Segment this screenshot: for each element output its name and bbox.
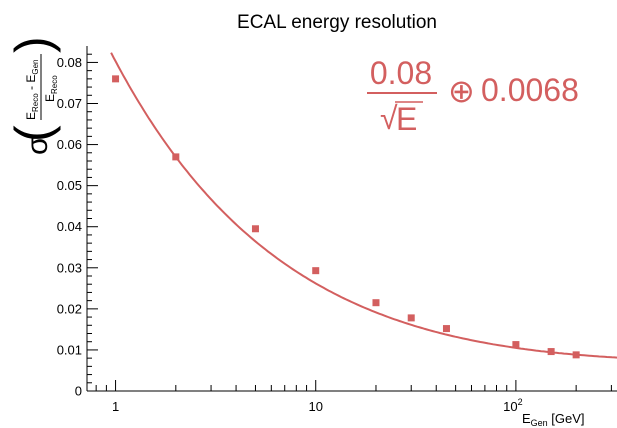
fit-curve-layer <box>110 52 617 359</box>
formula-constant: 0.0068 <box>481 72 579 108</box>
y-tick-label: 0.01 <box>57 342 82 357</box>
y-tick-label: 0.02 <box>57 301 82 316</box>
y-label-sigma: σ <box>21 136 54 155</box>
y-label-num-sub2: Gen <box>31 60 40 75</box>
data-point <box>372 299 380 307</box>
y-label-num-sub1: Reco <box>31 93 40 112</box>
y-tick-label: 0.04 <box>57 219 82 234</box>
y-label-den-main: E <box>43 94 57 102</box>
x-label-unit: [GeV] <box>548 411 585 426</box>
y-label-denominator: EReco <box>43 75 59 102</box>
formula-sqrt-symbol: √ <box>380 100 398 136</box>
formula-oplus: ⊕ <box>448 73 475 109</box>
y-label-paren-close: ) <box>5 36 61 53</box>
x-tick-label: 10 <box>308 399 322 414</box>
data-point <box>547 348 555 356</box>
x-label-main: E <box>522 411 531 426</box>
data-point <box>442 325 450 333</box>
axes: 0 0.01 0.02 0.03 0.04 0.05 0.06 0.07 0.08 1 10 102 <box>57 46 617 414</box>
formula-denominator: E <box>396 101 417 137</box>
y-label-num-minus: - E <box>24 75 38 94</box>
y-label-paren-open: ( <box>5 125 61 142</box>
chart-title: ECAL energy resolution <box>237 12 437 33</box>
data-point <box>572 351 580 359</box>
formula-numerator: 0.08 <box>370 55 432 91</box>
y-tick-label: 0.03 <box>57 260 82 275</box>
svg-text:EGen [GeV]: EGen [GeV] <box>522 411 585 428</box>
y-label-den-sub: Reco <box>50 75 59 94</box>
y-label-num-main: E <box>24 112 38 120</box>
data-point <box>172 153 180 161</box>
y-tick-label: 0.07 <box>57 96 82 111</box>
y-tick-label: 0.05 <box>57 178 82 193</box>
data-point <box>251 225 259 233</box>
y-axis-label: σ ( EReco - EGen EReco ) <box>5 36 61 155</box>
x-tick-label: 102 <box>503 397 522 414</box>
data-point <box>312 267 320 275</box>
x-tick-label: 1 <box>112 399 119 414</box>
data-point <box>512 341 520 349</box>
y-label-numerator: EReco - EGen <box>24 60 40 121</box>
y-tick-label: 0 <box>75 384 82 399</box>
resolution-formula: 0.08 √ E ⊕ 0.0068 <box>367 55 579 137</box>
x-axis-label: EGen [GeV] <box>522 411 585 428</box>
y-tick-label: 0.08 <box>57 55 82 70</box>
data-point <box>407 314 415 322</box>
x-label-sub: Gen <box>531 418 548 428</box>
data-points <box>112 75 580 359</box>
data-point <box>112 75 120 83</box>
y-tick-label: 0.06 <box>57 137 82 152</box>
fit-curve <box>110 52 617 359</box>
